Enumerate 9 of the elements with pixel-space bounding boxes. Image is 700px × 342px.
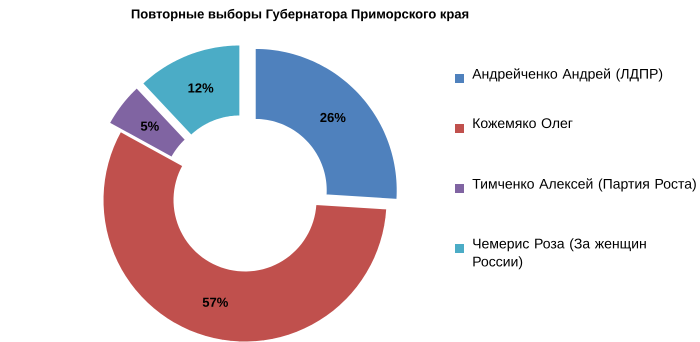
legend-label: Кожемяко Олег bbox=[473, 118, 572, 128]
chart-title: Повторные выборы Губернатора Приморского края bbox=[132, 8, 468, 22]
legend-label: Андрейченко Андрей (ЛДПР) bbox=[472, 68, 662, 82]
data-label: 12% bbox=[188, 83, 214, 93]
data-label: 26% bbox=[320, 112, 346, 122]
legend-label: Тимченко Алексей (Партия Роста) bbox=[472, 178, 696, 192]
data-label: 5% bbox=[140, 122, 159, 131]
data-label: 57% bbox=[202, 298, 228, 307]
legend-label: Чемерис Роза (За женщин России) bbox=[473, 238, 646, 270]
